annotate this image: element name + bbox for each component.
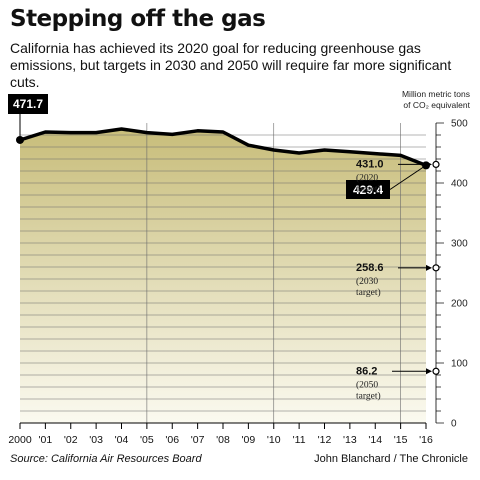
target-arrowhead: [426, 264, 432, 271]
y-axis-unit-line2: of CO₂ equivalent: [403, 100, 470, 110]
x-tick-label: '05: [140, 434, 154, 446]
x-tick-label: '14: [368, 434, 382, 446]
target-dot: [432, 264, 440, 272]
target-value: 431.0: [356, 158, 384, 170]
target-sub-1: (2050: [356, 379, 378, 390]
target-value: 86.2: [356, 365, 377, 377]
x-tick-label: '09: [242, 434, 256, 446]
y-tick-label: 0: [451, 419, 457, 430]
target-sub-1: (2020: [356, 172, 378, 183]
target-arrowhead: [426, 161, 432, 168]
x-tick-label: '16: [419, 434, 433, 446]
x-tick-label: '07: [191, 434, 205, 446]
x-tick-label: 2000: [8, 434, 32, 446]
y-tick-label: 500: [451, 119, 468, 130]
x-tick-label: '01: [39, 434, 53, 446]
area-fill: [20, 129, 426, 423]
target-sub-2: target): [356, 183, 381, 194]
target-sub-2: target): [356, 390, 381, 401]
x-tick-label: '15: [394, 434, 408, 446]
callout-leader: [389, 166, 424, 190]
x-tick-label: '12: [318, 434, 332, 446]
y-tick-label: 200: [451, 299, 468, 310]
credit-note: John Blanchard / The Chronicle: [314, 453, 468, 465]
x-tick-label: '02: [64, 434, 78, 446]
target-dot: [432, 367, 440, 375]
target-arrowhead: [426, 368, 432, 375]
x-tick-label: '06: [165, 434, 179, 446]
y-axis-unit-line1: Million metric tons: [402, 89, 470, 99]
x-tick-label: '10: [267, 434, 281, 446]
callout-value-end: 429.4: [353, 183, 383, 197]
series-line: [19, 127, 427, 168]
y-tick-label: 100: [451, 359, 468, 370]
x-tick-label: '11: [293, 434, 306, 446]
x-tick-label: '13: [343, 434, 357, 446]
source-note: Source: California Air Resources Board: [10, 453, 202, 465]
target-sub-1: (2030: [356, 276, 378, 287]
target-value: 258.6: [356, 262, 384, 274]
callout-box: [8, 94, 48, 114]
x-tick-label: '03: [89, 434, 103, 446]
target-sub-2: target): [356, 287, 381, 298]
callout-value-start: 471.7: [13, 97, 43, 111]
y-tick-label: 300: [451, 239, 468, 250]
callout-box: [346, 180, 390, 199]
y-tick-label: 400: [451, 179, 468, 190]
target-dot: [432, 160, 440, 168]
chart-subtitle: California has achieved its 2020 goal fo…: [10, 40, 452, 90]
x-tick-label: '04: [115, 434, 129, 446]
chart-title: Stepping off the gas: [10, 6, 266, 32]
x-tick-label: '08: [216, 434, 230, 446]
